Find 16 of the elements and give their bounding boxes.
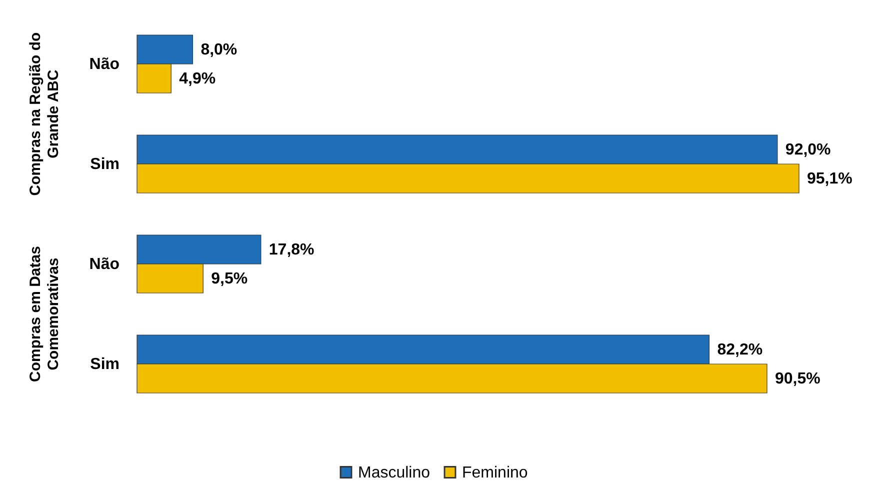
y-tick-label: Não bbox=[89, 56, 120, 73]
y-tick-label: Não bbox=[89, 256, 120, 273]
y-tick-label: Sim bbox=[90, 156, 120, 173]
data-label: 95,1% bbox=[807, 170, 852, 188]
data-label: 9,5% bbox=[211, 270, 248, 288]
data-label: 17,8% bbox=[268, 242, 314, 258]
data-label: 82,2% bbox=[717, 342, 763, 358]
legend-label: Feminino bbox=[462, 464, 528, 482]
data-label: 92,0% bbox=[785, 142, 831, 158]
text: Compras em Datas Comemorativas bbox=[27, 245, 63, 384]
y-tick-label: Sim bbox=[90, 356, 120, 373]
data-label: 90,5% bbox=[774, 370, 820, 388]
data-label: 8,0% bbox=[200, 42, 238, 58]
data-label: 4,9% bbox=[179, 70, 216, 88]
text: Compras na Região do Grande ABC bbox=[27, 31, 63, 198]
legend-label: Masculino bbox=[358, 464, 430, 482]
